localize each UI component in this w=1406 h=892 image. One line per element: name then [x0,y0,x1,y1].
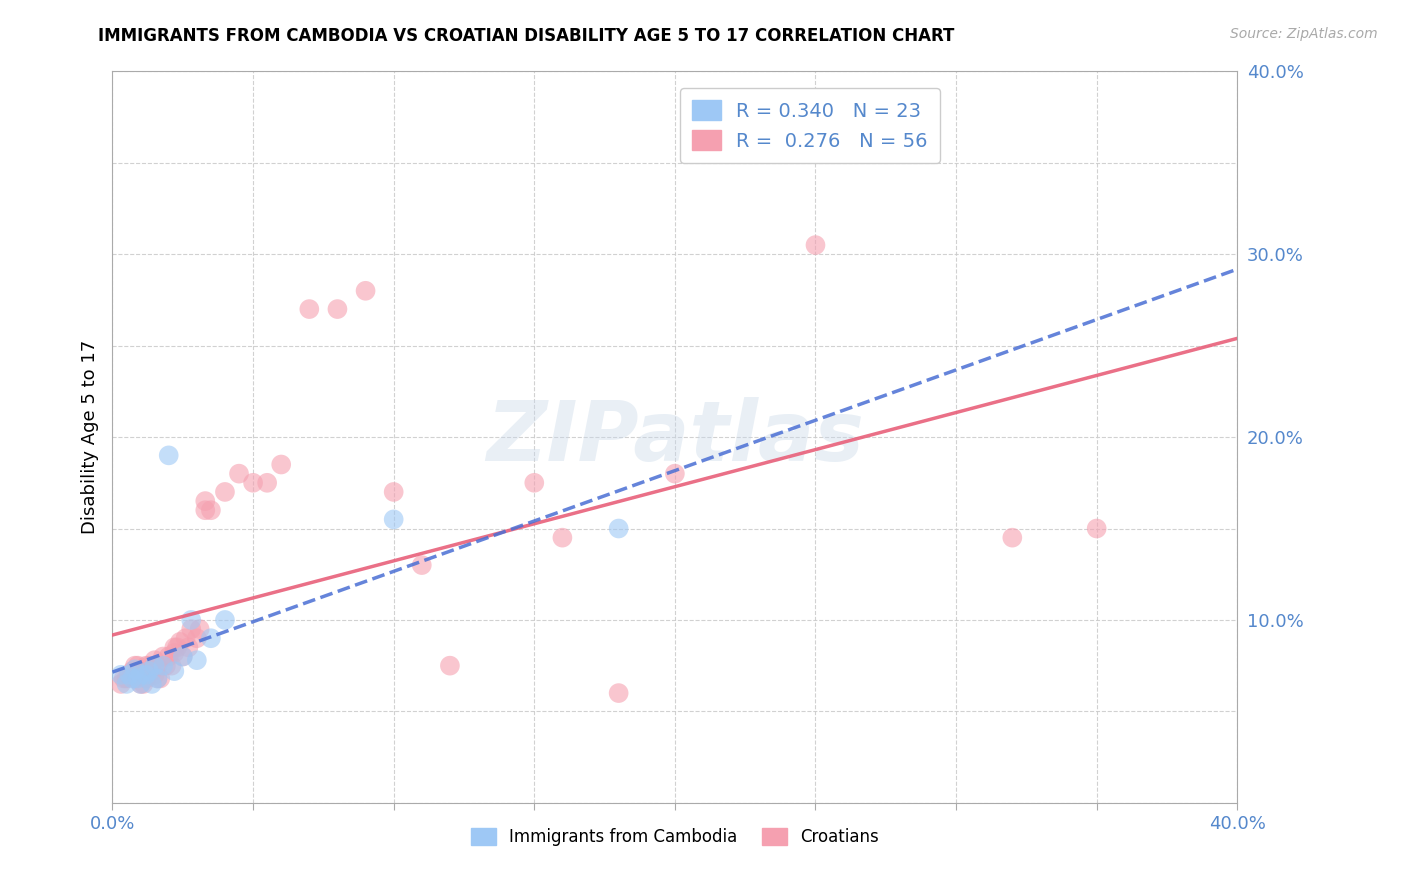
Point [157,649,180,664]
Point [112,672,135,686]
Point [804,238,827,252]
Point [242,475,264,490]
Point [256,475,278,490]
Legend: Immigrants from Cambodia, Croatians: Immigrants from Cambodia, Croatians [464,822,886,853]
Point [146,672,169,686]
Point [141,664,163,678]
Point [551,531,574,545]
Point [146,658,169,673]
Point [129,667,152,681]
Point [129,677,152,691]
Point [382,512,405,526]
Point [152,649,174,664]
Point [110,667,132,681]
Point [172,649,194,664]
Point [135,667,157,681]
Point [127,672,149,686]
Point [132,677,155,691]
Point [382,485,405,500]
Point [177,640,200,655]
Point [143,667,166,681]
Point [270,458,292,472]
Point [180,622,202,636]
Point [188,622,211,636]
Text: IMMIGRANTS FROM CAMBODIA VS CROATIAN DISABILITY AGE 5 TO 17 CORRELATION CHART: IMMIGRANTS FROM CAMBODIA VS CROATIAN DIS… [98,27,955,45]
Point [124,662,146,676]
Point [115,677,138,691]
Point [169,635,191,649]
Point [135,672,157,686]
Point [157,448,180,462]
Point [143,658,166,673]
Point [200,632,222,646]
Point [110,677,132,691]
Point [118,667,141,681]
Point [186,653,208,667]
Point [1001,531,1024,545]
Point [163,664,186,678]
Point [1085,521,1108,535]
Point [186,632,208,646]
Point [200,503,222,517]
Point [523,475,546,490]
Point [138,664,160,678]
Point [664,467,686,481]
Point [152,658,174,673]
Point [129,667,152,681]
Point [124,672,146,686]
Point [138,658,160,673]
Point [214,613,236,627]
Point [194,503,217,517]
Point [121,672,143,686]
Point [160,658,183,673]
Point [174,632,197,646]
Point [149,672,172,686]
Point [411,558,433,573]
Point [354,284,377,298]
Point [298,301,321,317]
Y-axis label: Disability Age 5 to 17: Disability Age 5 to 17 [80,340,98,534]
Point [180,613,202,627]
Point [439,658,461,673]
Point [155,658,177,673]
Point [118,667,141,681]
Point [135,658,157,673]
Text: ZIPatlas: ZIPatlas [486,397,863,477]
Point [194,494,217,508]
Point [143,653,166,667]
Point [214,485,236,500]
Point [172,649,194,664]
Point [127,658,149,673]
Point [141,677,163,691]
Point [163,646,186,660]
Point [138,664,160,678]
Point [115,672,138,686]
Point [163,640,186,655]
Text: Source: ZipAtlas.com: Source: ZipAtlas.com [1230,27,1378,41]
Point [146,672,169,686]
Point [228,467,250,481]
Point [326,301,349,317]
Point [607,686,630,700]
Point [607,521,630,535]
Point [129,677,152,691]
Point [121,664,143,678]
Point [124,658,146,673]
Point [166,640,188,655]
